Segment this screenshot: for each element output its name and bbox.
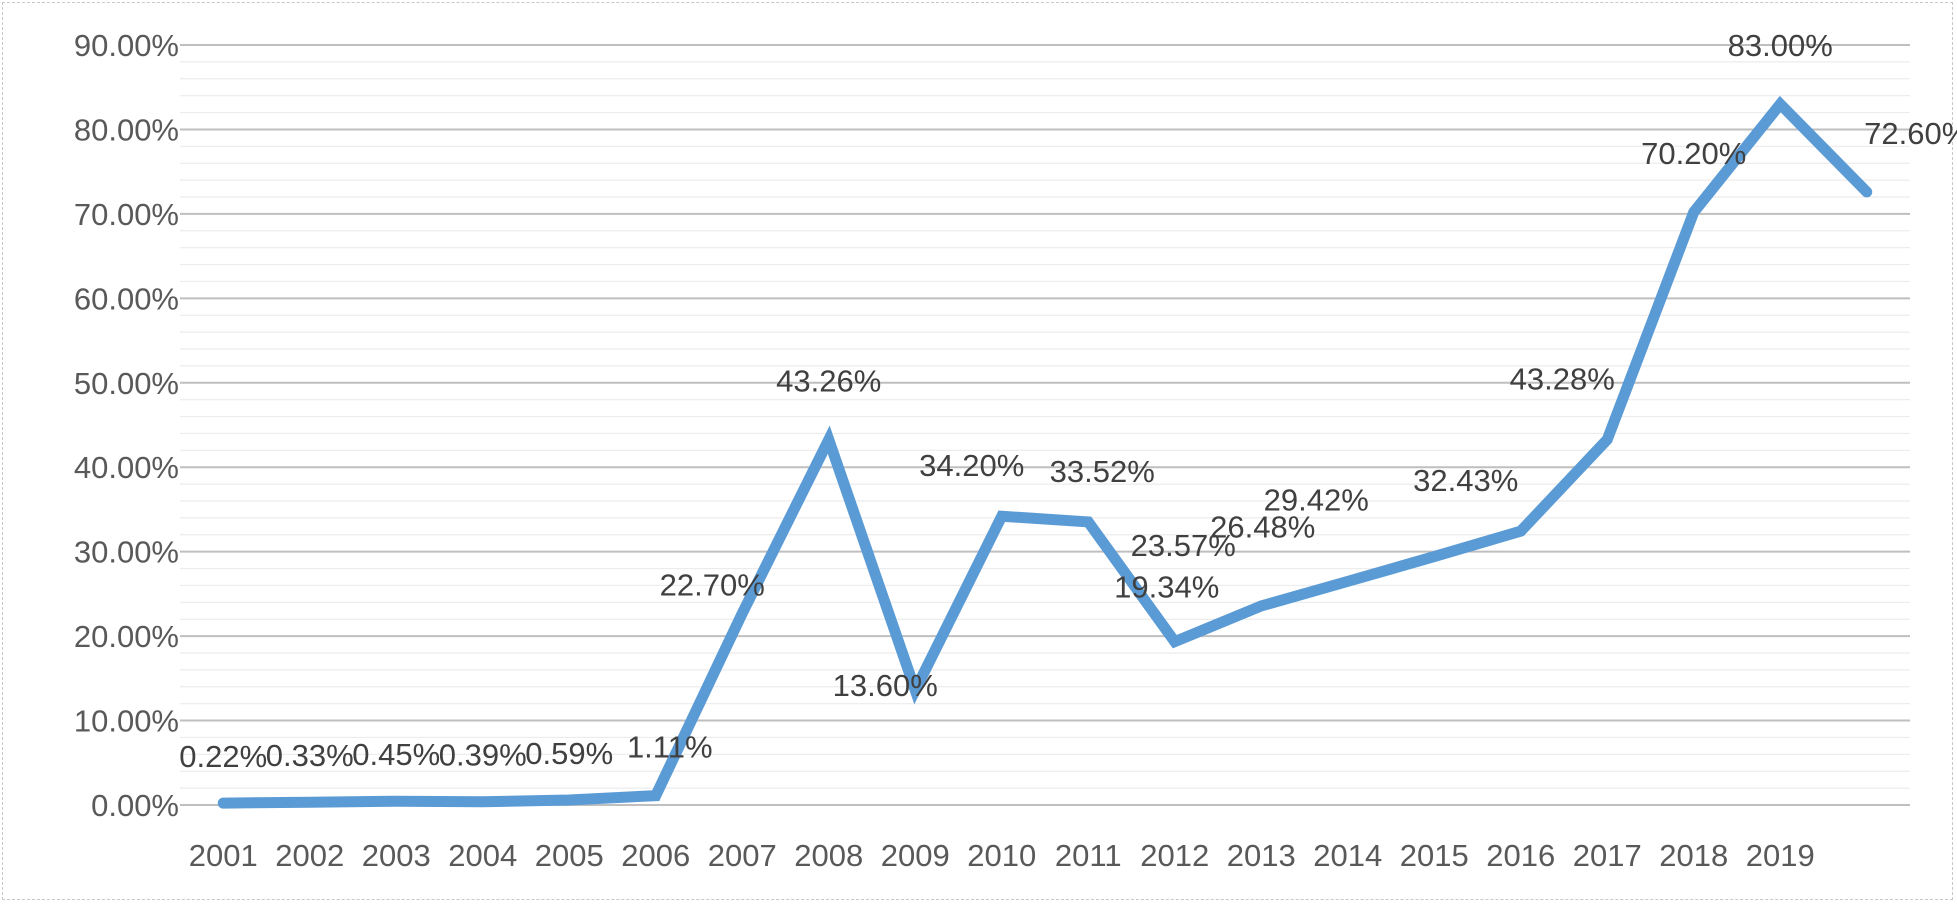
x-tick-label: 2018	[1659, 838, 1728, 873]
x-tick-label: 2006	[621, 838, 690, 873]
x-tick-label: 2004	[448, 838, 517, 873]
x-tick-label: 2017	[1573, 838, 1642, 873]
x-tick-label: 2016	[1486, 838, 1555, 873]
data-label: 32.43%	[1413, 463, 1518, 498]
data-point	[394, 799, 399, 804]
data-point	[1691, 210, 1696, 215]
x-tick-label: 2002	[275, 838, 344, 873]
y-tick-label: 80.00%	[74, 112, 179, 147]
y-tick-label: 50.00%	[74, 366, 179, 401]
minor-gridlines	[180, 61, 1910, 789]
data-label: 70.20%	[1641, 136, 1746, 171]
x-tick-label: 2005	[535, 838, 604, 873]
data-label: 0.45%	[352, 737, 440, 772]
y-tick-label: 70.00%	[74, 197, 179, 232]
data-point	[1605, 437, 1610, 442]
data-point	[1259, 603, 1264, 608]
data-label: 34.20%	[919, 448, 1024, 483]
x-tick-label: 2012	[1140, 838, 1209, 873]
data-label: 0.33%	[266, 738, 354, 773]
series-line	[217, 95, 1873, 809]
x-tick-label: 2003	[362, 838, 431, 873]
x-tick-label: 2008	[794, 838, 863, 873]
x-tick-label: 2019	[1746, 838, 1815, 873]
data-label: 72.60%	[1864, 116, 1957, 151]
x-tick-label: 2007	[708, 838, 777, 873]
data-label: 0.59%	[525, 736, 613, 771]
data-label: 19.34%	[1114, 570, 1219, 605]
y-tick-label: 10.00%	[74, 704, 179, 739]
y-tick-label: 30.00%	[74, 535, 179, 570]
data-label: 33.52%	[1050, 454, 1155, 489]
data-point	[1086, 519, 1091, 524]
data-point	[480, 799, 485, 804]
data-point	[653, 793, 658, 798]
data-label: 29.42%	[1264, 483, 1369, 518]
data-point	[307, 800, 312, 805]
data-label: 23.57%	[1131, 528, 1236, 563]
y-tick-label: 40.00%	[74, 450, 179, 485]
data-label: 83.00%	[1728, 28, 1833, 63]
x-tick-label: 2001	[189, 838, 258, 873]
data-point	[221, 801, 226, 806]
data-label: 26.48%	[1210, 509, 1315, 544]
x-tick-label: 2013	[1227, 838, 1296, 873]
x-tick-label: 2011	[1055, 838, 1122, 873]
data-point	[1518, 529, 1523, 534]
x-tick-label: 2009	[881, 838, 950, 873]
data-point	[1345, 579, 1350, 584]
data-label: 0.39%	[439, 738, 527, 773]
y-tick-label: 0.00%	[91, 788, 179, 823]
data-label: 22.70%	[660, 567, 765, 602]
data-point	[1432, 554, 1437, 559]
data-point	[913, 688, 918, 693]
data-label: 13.60%	[833, 668, 938, 703]
data-point	[826, 437, 831, 442]
data-point	[999, 514, 1004, 519]
data-point	[1778, 102, 1783, 107]
y-tick-label: 90.00%	[74, 28, 179, 63]
data-label: 1.11%	[627, 730, 713, 765]
data-label: 43.26%	[776, 364, 881, 399]
series-group	[217, 95, 1873, 809]
data-point	[1864, 189, 1869, 194]
x-tick-label: 2010	[967, 838, 1036, 873]
x-axis-tick-labels: 2001 2002 2003 2004 2005 2006 2007 2008 2009 2010…	[189, 838, 1815, 873]
y-tick-label: 60.00%	[74, 281, 179, 316]
data-point	[567, 798, 572, 803]
x-tick-label: 2015	[1400, 838, 1469, 873]
data-labels: 0.22%0.33%0.45%0.39%0.59% 1.11% 22.70% 43.2…	[179, 28, 1957, 774]
x-tick-label: 2014	[1313, 838, 1382, 873]
data-label: 0.22%	[179, 739, 267, 774]
major-gridlines	[180, 44, 1910, 806]
y-tick-label: 20.00%	[74, 619, 179, 654]
data-point	[740, 611, 745, 616]
data-label: 43.28%	[1510, 362, 1615, 397]
data-point	[1172, 639, 1177, 644]
y-axis-tick-labels: 0.00% 10.00% 20.00% 30.00% 40.00% 50.00% 60.00…	[74, 28, 179, 823]
